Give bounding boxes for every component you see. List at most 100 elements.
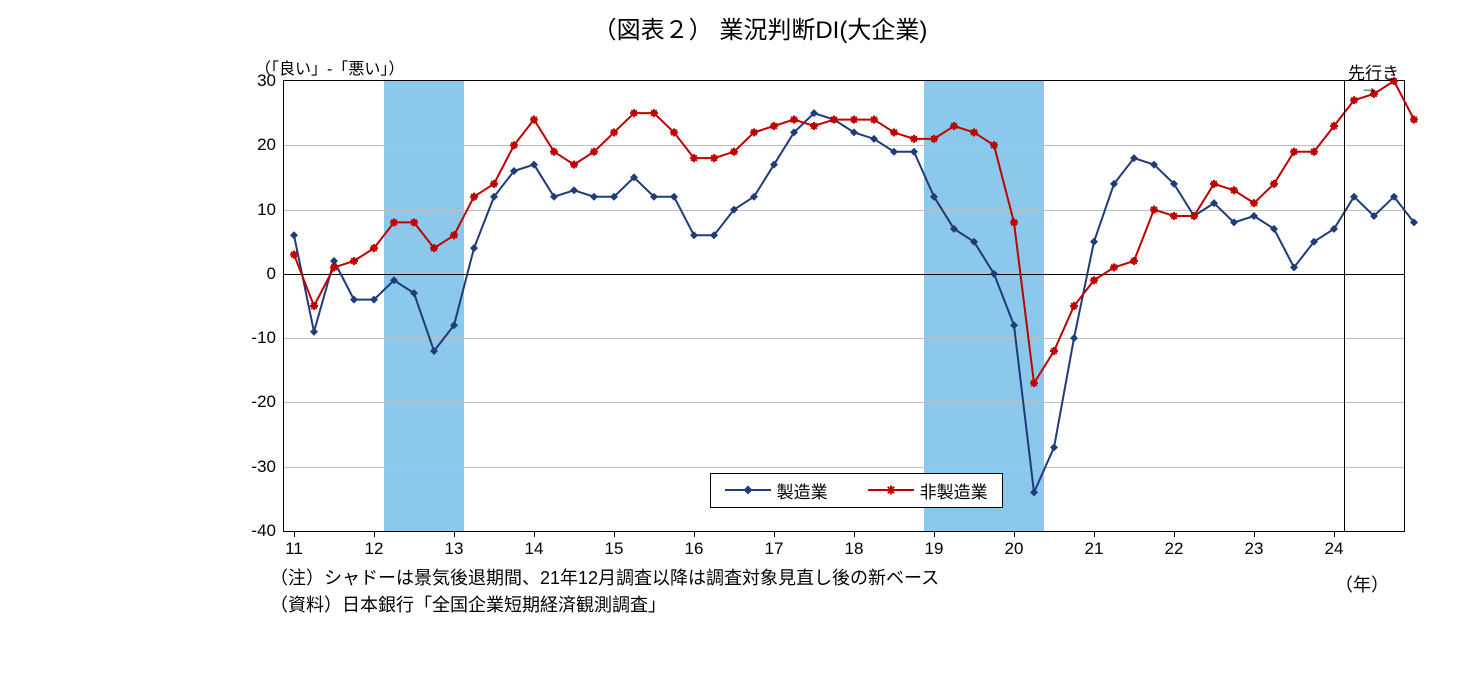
x-tick: [774, 531, 775, 537]
legend-item: 非製造業: [868, 478, 988, 503]
marker-star: [886, 486, 895, 495]
chart-title: （図表２） 業況判断DI(大企業): [145, 10, 1375, 45]
marker-star: [650, 109, 658, 117]
x-tick-label: 16: [685, 539, 704, 559]
marker-star: [330, 263, 338, 271]
y-tick-label: -20: [251, 392, 276, 412]
marker-star: [490, 180, 498, 188]
x-axis-title: （年）: [1335, 571, 1389, 597]
chart-svg: [284, 81, 1404, 531]
marker-star: [410, 218, 418, 226]
marker-diamond: [910, 148, 918, 156]
marker-star: [770, 122, 778, 130]
marker-star: [1150, 206, 1158, 214]
marker-diamond: [1090, 238, 1098, 246]
y-axis-title: （「良い」-「悪い」）: [255, 55, 404, 79]
x-tick-label: 14: [525, 539, 544, 559]
x-tick: [294, 531, 295, 537]
legend-label: 非製造業: [920, 478, 988, 503]
note-line: （注）シャドーは景気後退期間、21年12月調査以降は調査対象見直し後の新ベース: [270, 565, 939, 592]
marker-star: [310, 302, 318, 310]
x-tick: [614, 531, 615, 537]
legend-swatch: [725, 481, 771, 499]
marker-diamond: [350, 296, 358, 304]
x-tick: [694, 531, 695, 537]
marker-star: [910, 135, 918, 143]
marker-star: [790, 116, 798, 124]
x-tick-label: 19: [925, 539, 944, 559]
marker-diamond: [743, 486, 752, 495]
marker-star: [1310, 148, 1318, 156]
marker-diamond: [1010, 321, 1018, 329]
marker-star: [830, 116, 838, 124]
x-tick-label: 24: [1325, 539, 1344, 559]
marker-star: [1410, 116, 1418, 124]
y-tick-label: 30: [257, 71, 276, 91]
legend: 製造業 非製造業: [710, 473, 1003, 508]
marker-diamond: [590, 193, 598, 201]
x-tick-label: 22: [1165, 539, 1184, 559]
x-tick: [454, 531, 455, 537]
x-tick-label: 12: [365, 539, 384, 559]
x-tick-label: 11: [285, 539, 303, 559]
marker-star: [930, 135, 938, 143]
marker-star: [730, 148, 738, 156]
forecast-divider: [1344, 81, 1345, 531]
legend-label: 製造業: [777, 478, 828, 503]
marker-star: [350, 257, 358, 265]
marker-diamond: [1030, 488, 1038, 496]
note-line: （資料）日本銀行「全国企業短期経済観測調査」: [270, 592, 939, 619]
x-tick-label: 13: [445, 539, 464, 559]
y-tick-label: -40: [251, 521, 276, 541]
marker-diamond: [1070, 334, 1078, 342]
x-tick: [374, 531, 375, 537]
marker-star: [290, 251, 298, 259]
marker-diamond: [290, 231, 298, 239]
x-tick-label: 17: [765, 539, 784, 559]
marker-star: [1010, 218, 1018, 226]
x-tick: [1014, 531, 1015, 537]
marker-diamond: [1050, 443, 1058, 451]
forecast-arrow-icon: →: [1360, 77, 1378, 98]
x-tick: [854, 531, 855, 537]
x-tick: [534, 531, 535, 537]
y-tick-label: -30: [251, 457, 276, 477]
marker-star: [630, 109, 638, 117]
chart-container: （図表２） 業況判断DI(大企業) （「良い」-「悪い」） 製造業 非製造業 -4…: [145, 10, 1375, 650]
x-tick-label: 20: [1005, 539, 1024, 559]
series-line-製造業: [294, 113, 1414, 492]
marker-star: [470, 193, 478, 201]
marker-star: [1170, 212, 1178, 220]
x-tick-label: 15: [605, 539, 624, 559]
marker-star: [810, 122, 818, 130]
marker-star: [430, 244, 438, 252]
x-tick: [1174, 531, 1175, 537]
marker-star: [390, 218, 398, 226]
x-tick-label: 18: [845, 539, 864, 559]
marker-diamond: [570, 186, 578, 194]
x-tick-label: 23: [1245, 539, 1264, 559]
marker-star: [450, 231, 458, 239]
y-tick-label: -10: [251, 328, 276, 348]
marker-diamond: [670, 193, 678, 201]
marker-diamond: [470, 244, 478, 252]
series-line-非製造業: [294, 81, 1414, 383]
marker-star: [510, 141, 518, 149]
marker-star: [870, 116, 878, 124]
x-tick-label: 21: [1085, 539, 1104, 559]
marker-star: [1130, 257, 1138, 265]
x-tick: [1094, 531, 1095, 537]
x-tick: [1254, 531, 1255, 537]
x-tick: [1334, 531, 1335, 537]
chart-notes: （注）シャドーは景気後退期間、21年12月調査以降は調査対象見直し後の新ベース（…: [270, 565, 939, 619]
marker-diamond: [310, 328, 318, 336]
marker-star: [530, 116, 538, 124]
marker-star: [890, 128, 898, 136]
legend-swatch: [868, 481, 914, 499]
x-tick: [934, 531, 935, 537]
legend-item: 製造業: [725, 478, 828, 503]
y-tick-label: 20: [257, 135, 276, 155]
y-tick-label: 0: [267, 264, 276, 284]
marker-star: [710, 154, 718, 162]
y-tick-label: 10: [257, 200, 276, 220]
